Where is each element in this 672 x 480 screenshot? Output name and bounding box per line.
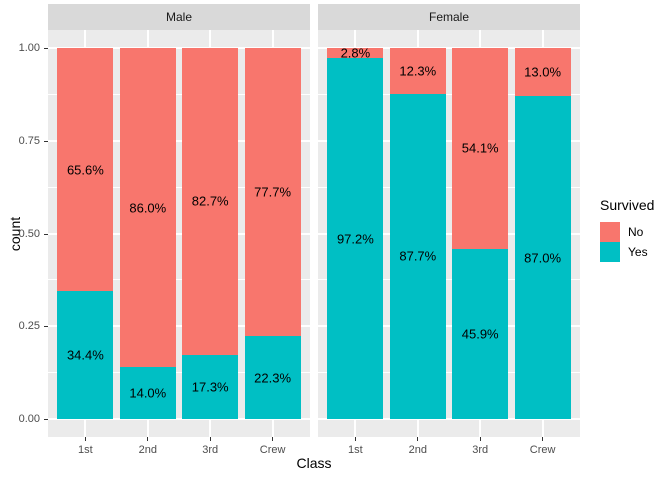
legend-entry-label: Yes <box>628 245 648 259</box>
bar-percentage-label: 77.7% <box>254 184 292 200</box>
minor-gridline <box>48 372 310 374</box>
bar-segment-yes <box>452 248 509 419</box>
x-tick-label: Crew <box>529 444 556 456</box>
x-tick-label: 2nd <box>138 444 157 456</box>
legend-title: Survived <box>600 197 655 213</box>
major-gridline <box>48 139 310 142</box>
bar-percentage-label: 13.0% <box>524 64 562 80</box>
bar-segment-no <box>327 48 384 59</box>
bar-segment-no <box>119 48 176 368</box>
bar-segment-yes <box>57 291 114 419</box>
bar-percentage-label: 86.0% <box>129 200 167 216</box>
major-gridline <box>48 232 310 235</box>
facet-male: Male 34.4% 65.6% 14.0% 86.0% 17.3% 82.7% 22.3% 7… <box>48 0 310 480</box>
x-tick-label: 1st <box>348 444 363 456</box>
x-tick-label: 3rd <box>202 444 219 456</box>
plot-panel: 34.4% 65.6% 14.0% 86.0% 17.3% 82.7% 22.3% 77.7% <box>48 30 310 437</box>
bar-segment-no <box>182 48 239 355</box>
x-axis-title: Class <box>296 455 332 471</box>
minor-gridline <box>318 93 580 95</box>
y-tick-label: 0.25 <box>18 320 40 333</box>
bar-percentage-label: 87.7% <box>399 248 437 264</box>
y-tick-label: 0.00 <box>18 413 40 425</box>
legend-entry-label: No <box>628 225 644 239</box>
bar-segment-yes <box>514 96 571 419</box>
x-tick-label: 2nd <box>408 444 427 456</box>
major-gridline <box>48 418 310 420</box>
minor-gridline <box>48 93 310 95</box>
bar-percentage-label: 14.0% <box>129 385 167 401</box>
x-tick-mark <box>542 437 544 441</box>
minor-gridline <box>48 279 310 281</box>
bar-percentage-label: 12.3% <box>399 63 437 79</box>
major-gridline <box>48 47 310 49</box>
x-tick-label: 3rd <box>472 444 489 456</box>
plot-panel: 97.2% 2.8% 87.7% 12.3% 45.9% 54.1% 87.0% 13.0% <box>318 30 580 437</box>
y-tick-mark <box>44 233 48 235</box>
facet-strip-label: Male <box>48 4 310 30</box>
x-tick-mark <box>147 437 149 441</box>
y-tick-mark <box>44 48 48 49</box>
major-gridline <box>318 325 580 328</box>
x-tick-label: Crew <box>259 444 286 456</box>
y-tick-label: 0.50 <box>18 227 40 240</box>
bar-segment-no <box>452 48 509 249</box>
bar-percentage-label: 97.2% <box>336 231 374 247</box>
legend-entry-yes: Yes <box>600 242 654 262</box>
y-tick-mark <box>44 326 48 328</box>
facet-strip-label: Female <box>318 4 580 30</box>
bar-percentage-label: 17.3% <box>191 379 229 395</box>
legend-swatch-no <box>600 222 620 242</box>
legend-swatch-yes <box>600 242 620 262</box>
y-tick-mark <box>44 140 48 142</box>
x-tick-label: 1st <box>78 444 93 456</box>
major-gridline <box>48 325 310 328</box>
x-tick-mark <box>209 437 211 441</box>
bar-percentage-label: 34.4% <box>66 347 104 363</box>
facet-female: Female 97.2% 2.8% 87.7% 12.3% 45.9% 54.1% 87.0%… <box>318 0 580 480</box>
bar-segment-no <box>389 48 446 94</box>
x-tick-mark <box>272 437 274 441</box>
bar-percentage-label: 2.8% <box>340 45 371 61</box>
bar-segment-yes <box>389 93 446 419</box>
minor-gridline <box>318 279 580 281</box>
bar-segment-yes <box>244 336 301 419</box>
major-gridline <box>318 418 580 420</box>
bar-segment-yes <box>119 367 176 419</box>
bar-percentage-label: 22.3% <box>254 370 292 386</box>
major-gridline <box>318 47 580 49</box>
y-tick-label: 1.00 <box>18 42 40 54</box>
minor-gridline <box>48 186 310 188</box>
bar-percentage-label: 82.7% <box>191 193 229 209</box>
bar-percentage-label: 87.0% <box>524 250 562 266</box>
y-tick-mark <box>44 419 48 420</box>
bar-percentage-label: 54.1% <box>461 140 499 156</box>
y-tick-label: 0.75 <box>18 134 40 147</box>
bar-percentage-label: 45.9% <box>461 326 499 342</box>
minor-gridline <box>318 372 580 374</box>
major-gridline <box>318 139 580 142</box>
bar-segment-no <box>57 48 114 292</box>
legend-entry-no: No <box>600 222 654 242</box>
bar-segment-no <box>514 48 571 97</box>
bar-segment-no <box>244 48 301 337</box>
bar-segment-yes <box>327 58 384 419</box>
major-gridline <box>318 232 580 235</box>
minor-gridline <box>318 186 580 188</box>
x-tick-mark <box>84 437 86 441</box>
x-tick-mark <box>479 437 481 441</box>
x-tick-mark <box>354 437 356 441</box>
legend-entries: No Yes <box>600 222 654 262</box>
bar-percentage-label: 65.6% <box>66 162 104 178</box>
legend: Survived No Yes <box>600 197 654 262</box>
x-tick-mark <box>417 437 419 441</box>
bar-segment-yes <box>182 354 239 419</box>
